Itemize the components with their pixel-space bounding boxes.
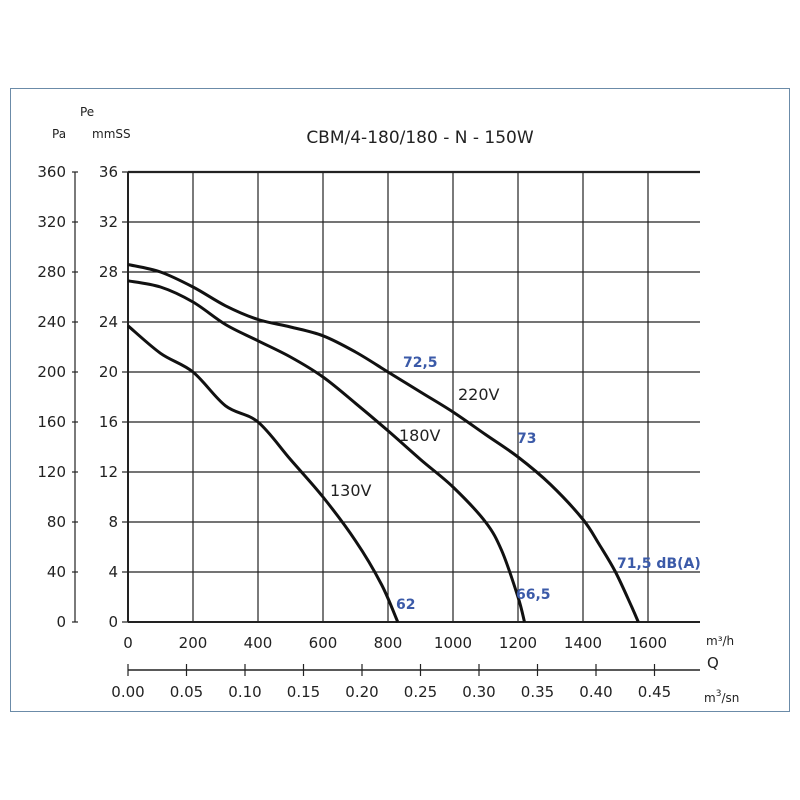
y-tick-label-mmss: 0 xyxy=(108,613,118,631)
y-tick-label-mmss: 24 xyxy=(99,313,118,331)
x-unit-m3sn: m3/sn xyxy=(704,689,739,705)
chart-frame xyxy=(10,88,790,712)
y-tick-label-pa: 120 xyxy=(37,463,66,481)
y-tick-label-pa: 160 xyxy=(37,413,66,431)
x-tick-label-m3sn: 0.35 xyxy=(521,683,554,701)
x-unit-m3h: m³/h xyxy=(706,634,734,648)
db-label-71-5: 71,5 dB(A) xyxy=(617,556,701,572)
curve-label-130v: 130V xyxy=(330,481,372,500)
y-tick-label-pa: 80 xyxy=(47,513,66,531)
y-tick-label-pa: 320 xyxy=(37,213,66,231)
y-ticks-pa: 0 40 80 120 160 200 240 280 320 360 xyxy=(37,163,66,631)
y-tick-label-pa: 0 xyxy=(56,613,66,631)
x-tick-label-m3h: 1400 xyxy=(564,634,602,652)
x-tick-label-m3h: 1600 xyxy=(629,634,667,652)
x-label-q: Q xyxy=(707,654,719,672)
y-tick-label-mmss: 36 xyxy=(99,163,118,181)
x-tick-label-m3sn: 0.10 xyxy=(228,683,261,701)
x-tick-label-m3h: 400 xyxy=(244,634,273,652)
x-unit-m3sn-exp: 3 xyxy=(716,689,722,699)
y-tick-label-mmss: 20 xyxy=(99,363,118,381)
x-tick-label-m3sn: 0.45 xyxy=(638,683,671,701)
y-tick-label-pa: 280 xyxy=(37,263,66,281)
curves xyxy=(127,263,640,623)
db-label-66-5: 66,5 xyxy=(516,587,551,603)
secondary-x-axis-tickmarks xyxy=(127,664,656,676)
db-label-62: 62 xyxy=(396,597,415,613)
x-unit-m3sn-tail: /sn xyxy=(721,691,739,705)
y-tick-label-mmss: 16 xyxy=(99,413,118,431)
x-tick-label-m3h: 0 xyxy=(123,634,133,652)
db-label-72-5: 72,5 xyxy=(403,355,438,371)
x-tick-label-m3sn: 0.30 xyxy=(462,683,495,701)
y-tick-label-pa: 40 xyxy=(47,563,66,581)
x-tick-label-m3h: 600 xyxy=(309,634,338,652)
x-tick-label-m3h: 1000 xyxy=(434,634,472,652)
x-tick-label-m3sn: 0.05 xyxy=(170,683,203,701)
series-line-220v xyxy=(127,263,640,623)
y-tick-label-pa: 240 xyxy=(37,313,66,331)
x-unit-m3sn-base: m xyxy=(704,691,716,705)
x-tick-label-m3sn: 0.40 xyxy=(579,683,612,701)
y-tick-label-mmss: 8 xyxy=(108,513,118,531)
y-ticks-mmss: 0 4 8 12 16 20 24 28 32 36 xyxy=(99,163,118,631)
x-tick-label-m3sn: 0.00 xyxy=(111,683,144,701)
x-tick-label-m3h: 1200 xyxy=(499,634,537,652)
y-tick-label-mmss: 4 xyxy=(108,563,118,581)
y-tick-label-mmss: 12 xyxy=(99,463,118,481)
series-line-180v xyxy=(127,279,526,623)
y-unit-mmss: mmSS xyxy=(92,127,131,141)
x-ticks-m3h: 0 200 400 600 800 1000 1200 1400 1600 xyxy=(123,634,667,652)
y-tick-label-mmss: 28 xyxy=(99,263,118,281)
x-tick-label-m3sn: 0.20 xyxy=(345,683,378,701)
db-label-73: 73 xyxy=(517,431,536,447)
x-tick-label-m3h: 800 xyxy=(374,634,403,652)
x-tick-label-m3sn: 0.15 xyxy=(287,683,320,701)
y-unit-pe: Pe xyxy=(80,105,94,119)
y-tick-label-mmss: 32 xyxy=(99,213,118,231)
x-tick-label-m3sn: 0.25 xyxy=(404,683,437,701)
curve-label-220v: 220V xyxy=(458,385,500,404)
grid xyxy=(72,170,700,623)
series-line-130v xyxy=(127,324,400,623)
x-tick-label-m3h: 200 xyxy=(179,634,208,652)
chart-title: CBM/4-180/180 - N - 150W xyxy=(306,128,534,148)
y-tick-label-pa: 200 xyxy=(37,363,66,381)
x-ticks-m3sn: 0.00 0.05 0.10 0.15 0.20 0.25 0.30 0.35 0.40 0.45 xyxy=(111,683,671,701)
y-unit-pa: Pa xyxy=(52,127,66,141)
y-tick-label-pa: 360 xyxy=(37,163,66,181)
curve-label-180v: 180V xyxy=(399,426,441,445)
